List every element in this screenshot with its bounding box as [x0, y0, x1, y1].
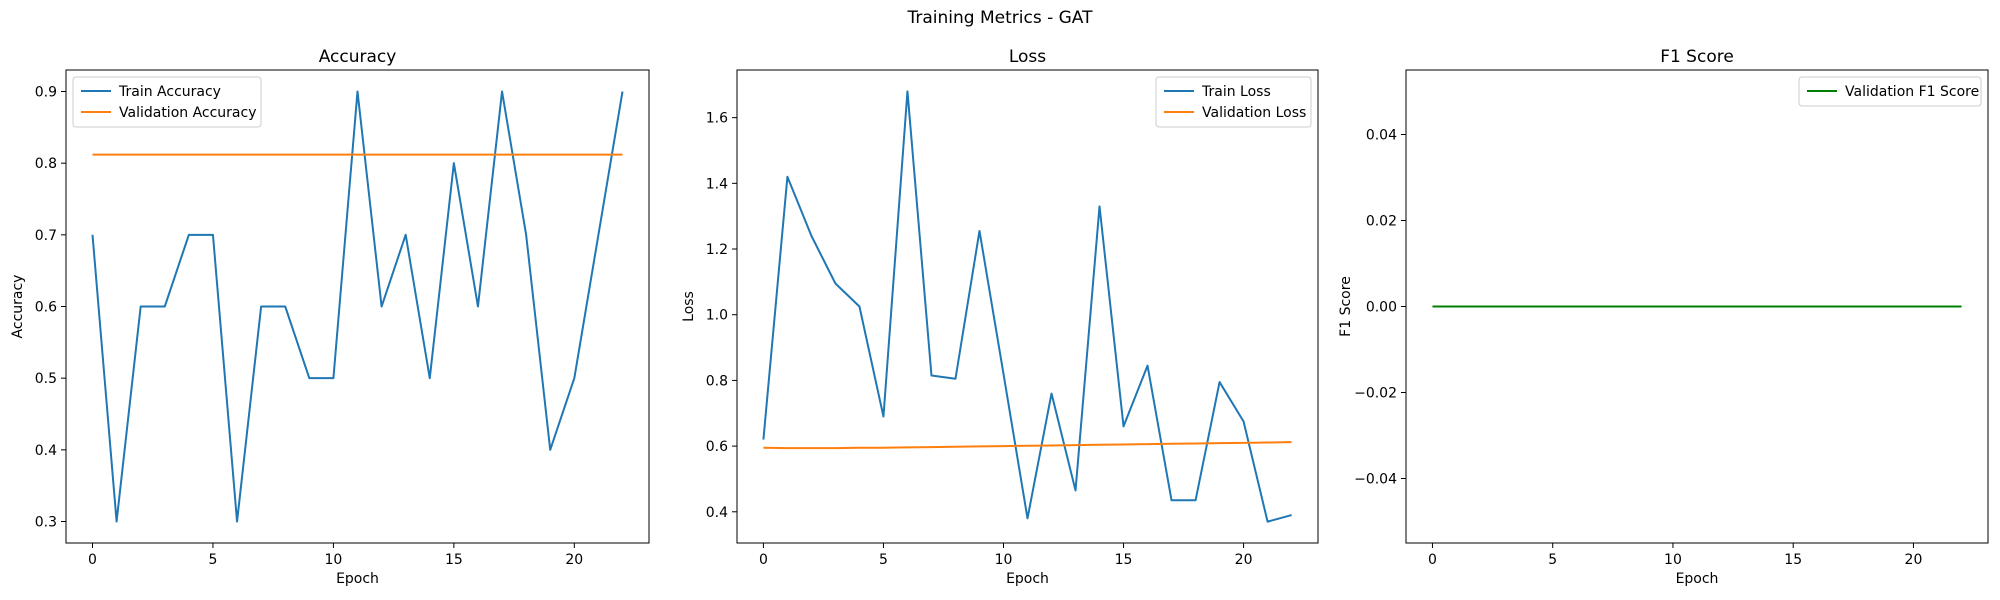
- y-tick-label: 0.4: [35, 443, 57, 459]
- y-tick-label: 0.04: [1366, 128, 1397, 144]
- x-tick-label: 5: [879, 552, 888, 568]
- legend-label: Validation Accuracy: [119, 105, 257, 121]
- y-tick-label: 0.8: [35, 156, 57, 172]
- x-tick-label: 0: [1428, 552, 1437, 568]
- y-tick-label: 1.2: [706, 242, 728, 258]
- y-tick-label: −0.04: [1354, 472, 1397, 488]
- legend-label: Validation Loss: [1202, 105, 1306, 121]
- y-tick-label: 0.7: [35, 228, 57, 244]
- series-line: [763, 441, 1292, 450]
- y-tick-label: 0.4: [706, 505, 728, 521]
- legend-box: [1798, 76, 1982, 107]
- x-tick-label: 0: [759, 552, 768, 568]
- y-axis-label: Loss: [681, 291, 697, 322]
- y-tick-label: 1.4: [706, 176, 728, 192]
- y-tick-label: 0.9: [35, 85, 57, 101]
- x-tick-label: 0: [88, 552, 97, 568]
- subplot-title: Loss: [1009, 47, 1046, 67]
- y-tick-label: 0.3: [35, 515, 57, 531]
- y-tick-label: 0.00: [1366, 300, 1397, 316]
- series-line: [91, 90, 624, 523]
- x-tick-label: 15: [1115, 552, 1133, 568]
- y-tick-label: 0.6: [35, 300, 57, 316]
- x-tick-label: 5: [208, 552, 217, 568]
- x-tick-label: 5: [1548, 552, 1557, 568]
- y-tick-label: 1.0: [706, 308, 728, 324]
- legend-label: Train Accuracy: [118, 84, 221, 100]
- x-tick-label: 20: [565, 552, 583, 568]
- x-axis-label: Epoch: [1006, 571, 1049, 587]
- subplot-title: F1 Score: [1660, 47, 1734, 67]
- x-axis-label: Epoch: [336, 571, 379, 587]
- y-tick-label: −0.02: [1354, 386, 1397, 402]
- y-axis-label: F1 Score: [1338, 276, 1354, 337]
- x-tick-label: 20: [1235, 552, 1253, 568]
- x-tick-label: 10: [324, 552, 342, 568]
- legend-box: [72, 76, 262, 128]
- figure-title: Training Metrics - GAT: [907, 8, 1093, 28]
- x-tick-label: 15: [1784, 552, 1802, 568]
- x-tick-label: 15: [445, 552, 463, 568]
- subplot-title: Accuracy: [319, 47, 397, 67]
- legend-label: Validation F1 Score: [1845, 84, 1979, 100]
- x-tick-label: 10: [995, 552, 1013, 568]
- y-tick-label: 0.6: [706, 439, 728, 455]
- legend-box: [1155, 76, 1312, 128]
- y-tick-label: 0.5: [35, 371, 57, 387]
- plot-frame: [736, 69, 1319, 544]
- y-tick-label: 0.8: [706, 373, 728, 389]
- y-tick-label: 1.6: [706, 111, 728, 127]
- y-axis-label: Accuracy: [10, 275, 26, 339]
- y-tick-label: 0.02: [1366, 214, 1397, 230]
- x-tick-label: 10: [1664, 552, 1682, 568]
- series-line: [762, 90, 1292, 523]
- x-tick-label: 20: [1905, 552, 1923, 568]
- x-axis-label: Epoch: [1676, 571, 1719, 587]
- legend-label: Train Loss: [1201, 84, 1271, 100]
